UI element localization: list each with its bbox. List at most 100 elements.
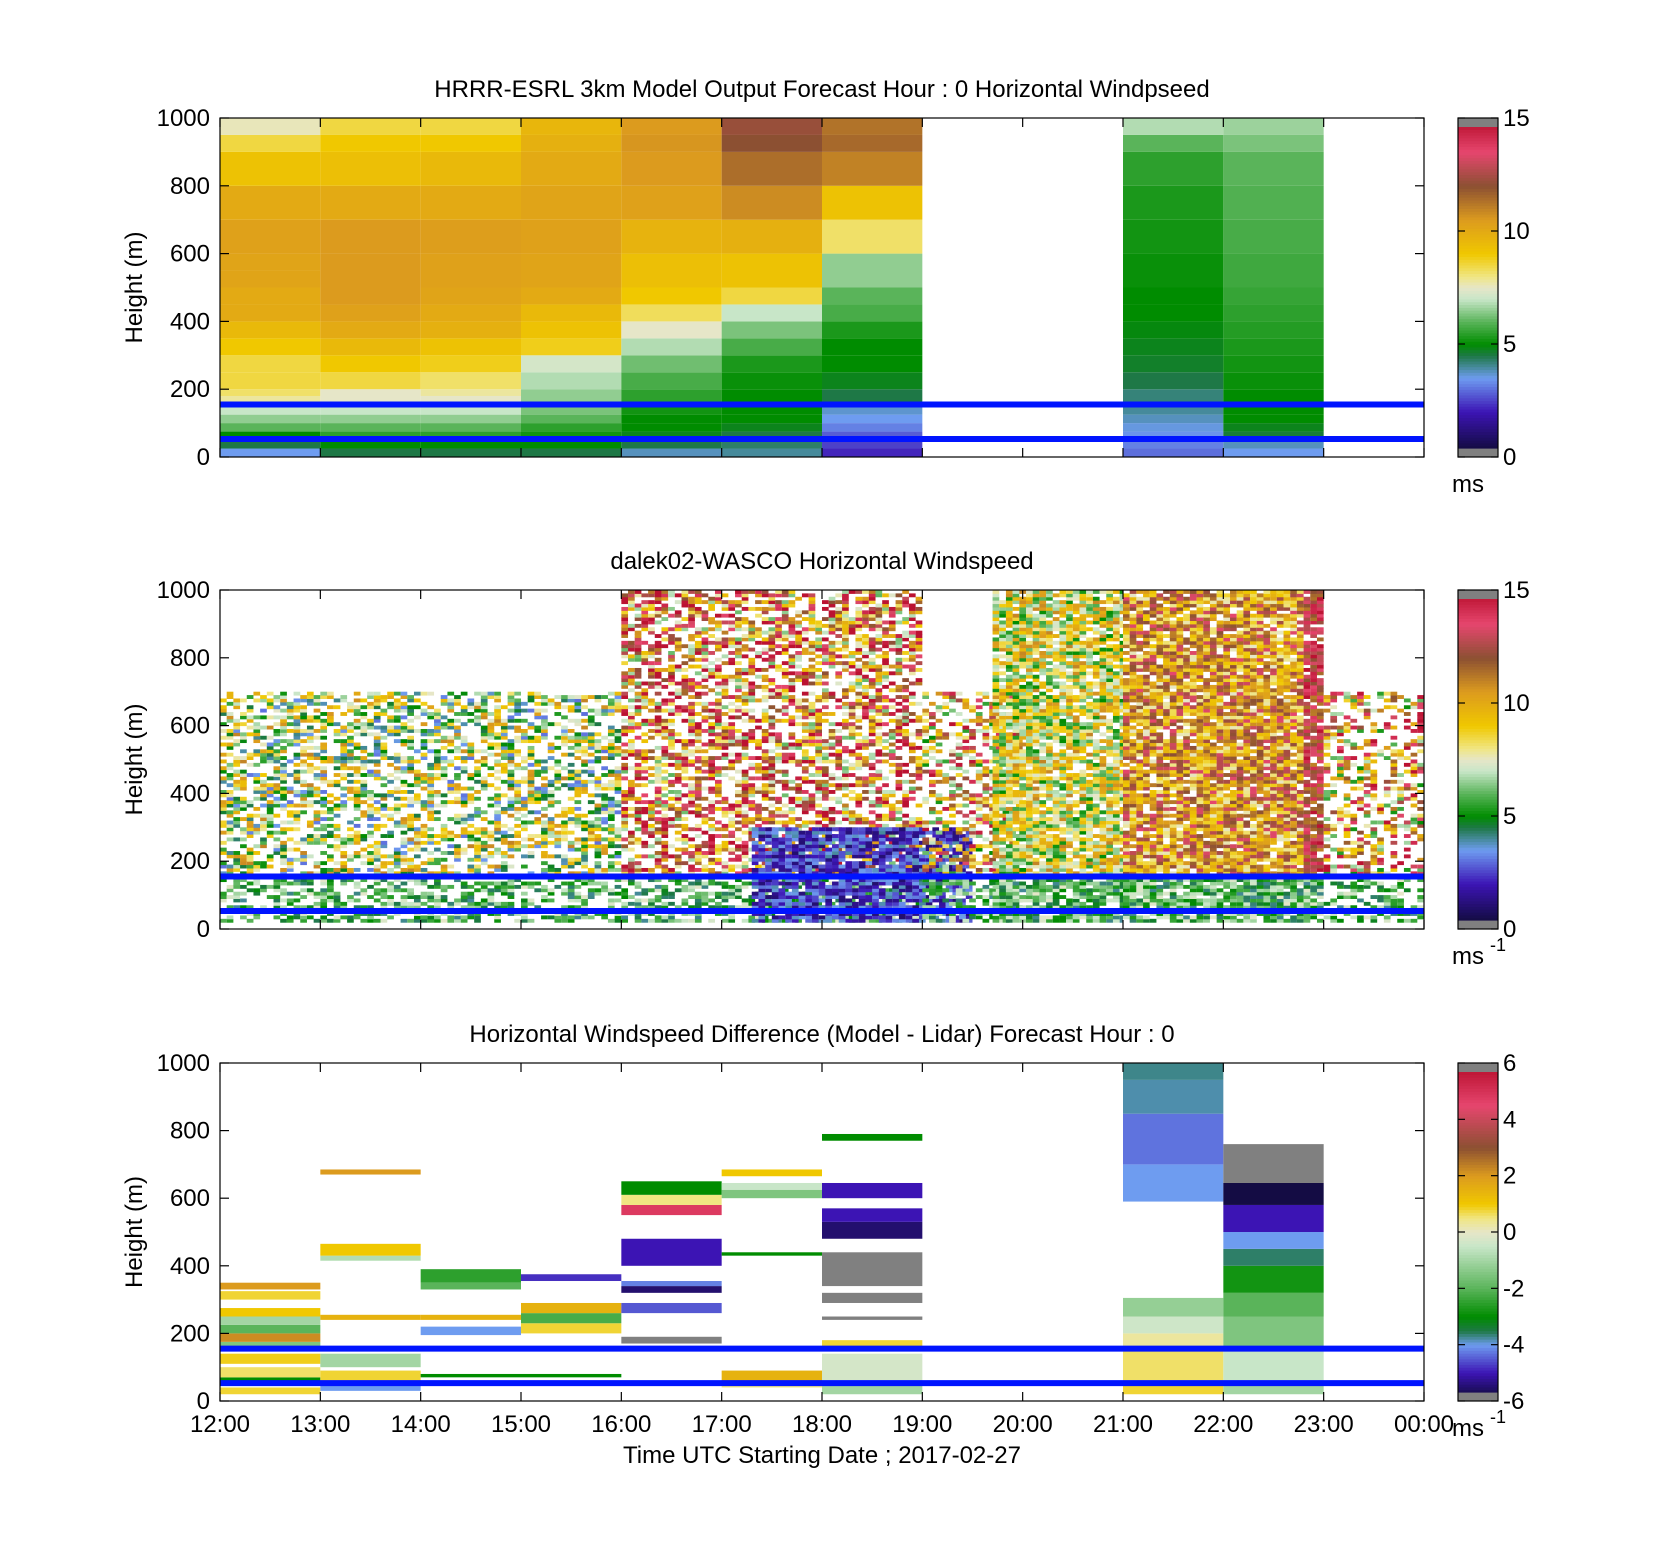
lidar-cell <box>601 766 608 771</box>
lidar-cell <box>454 857 461 862</box>
lidar-cell <box>253 779 261 784</box>
lidar-cell <box>447 800 455 805</box>
lidar-cell <box>668 691 675 696</box>
lidar-cell <box>708 600 715 605</box>
lidar-cell <box>380 806 388 811</box>
lidar-cell <box>413 837 421 842</box>
lidar-cell <box>648 708 655 713</box>
lidar-cell <box>353 837 361 842</box>
lidar-cell <box>735 837 742 842</box>
lidar-cell <box>654 725 662 730</box>
lidar-cell <box>507 715 515 720</box>
lidar-cell <box>868 684 876 689</box>
heatmap-cell <box>420 423 521 432</box>
lidar-cell <box>708 857 715 862</box>
lidar-cell <box>521 803 528 808</box>
lidar-cell <box>320 742 328 747</box>
lidar-cell <box>280 840 287 845</box>
lidar-cell <box>507 695 515 699</box>
lidar-cell <box>581 749 588 754</box>
lidar-cell <box>795 715 802 720</box>
lidar-cell <box>701 756 709 760</box>
lidar-cell <box>815 661 822 666</box>
lidar-cell <box>721 871 729 876</box>
lidar-cell <box>882 630 889 635</box>
lidar-cell <box>240 898 247 903</box>
lidar-cell <box>320 823 328 828</box>
heatmap-cell <box>1123 219 1224 254</box>
lidar-cell <box>714 739 722 744</box>
lidar-cell <box>601 881 608 886</box>
heatmap-cell <box>521 406 622 415</box>
lidar-cell <box>681 684 689 689</box>
colorbar-swatch <box>1458 231 1498 235</box>
lidar-cell <box>868 617 876 622</box>
lidar-cell <box>701 864 709 869</box>
lidar-cell <box>714 681 722 686</box>
lidar-cell <box>688 742 695 747</box>
lidar-cell <box>628 590 635 594</box>
lidar-cell <box>721 606 729 611</box>
lidar-cell <box>755 745 762 750</box>
lidar-cell <box>427 884 435 889</box>
lidar-cell <box>868 742 876 747</box>
lidar-cell <box>353 756 361 760</box>
lidar-cell <box>654 610 662 615</box>
lidar-cell <box>594 864 602 869</box>
lidar-cell <box>293 718 301 723</box>
lidar-cell <box>266 745 274 750</box>
lidar-cell <box>875 695 883 699</box>
lidar-cell <box>842 695 849 699</box>
lidar-cell <box>768 776 776 781</box>
lidar-cell <box>280 857 287 862</box>
lidar-cell <box>862 857 869 862</box>
lidar-cell <box>768 661 776 666</box>
lidar-cell <box>487 732 495 737</box>
lidar-cell <box>628 722 635 727</box>
lidar-cell <box>434 895 441 899</box>
lidar-cell <box>868 596 876 601</box>
lidar-cell <box>795 786 802 791</box>
lidar-cell <box>634 905 642 910</box>
lidar-cell <box>614 891 622 896</box>
lidar-cell <box>413 691 421 696</box>
lidar-cell <box>875 823 883 828</box>
lidar-cell <box>280 803 287 808</box>
lidar-cell <box>246 851 254 855</box>
lidar-cell <box>755 698 762 703</box>
lidar-cell <box>474 827 481 832</box>
lidar-cell <box>246 800 254 805</box>
lidar-cell <box>474 918 481 923</box>
lidar-cell <box>822 688 829 693</box>
lidar-cell <box>327 844 334 849</box>
lidar-cell <box>868 823 876 828</box>
lidar-cell <box>233 881 241 886</box>
lidar-cell <box>347 766 354 771</box>
lidar-cell <box>400 756 408 760</box>
lidar-cell <box>728 851 736 855</box>
heatmap-cell <box>521 448 622 457</box>
lidar-cell <box>808 739 816 744</box>
lidar-cell <box>487 796 495 801</box>
lidar-cell <box>868 606 876 611</box>
lidar-cell <box>654 715 662 720</box>
lidar-cell <box>487 881 495 886</box>
heatmap-cell <box>621 151 722 186</box>
lidar-cell <box>654 864 662 869</box>
lidar-cell <box>327 810 334 815</box>
lidar-cell <box>848 796 856 801</box>
lidar-cell <box>714 590 722 594</box>
lidar-cell <box>688 600 695 605</box>
lidar-cell <box>728 678 736 683</box>
lidar-cell <box>714 756 722 760</box>
lidar-cell <box>561 857 568 862</box>
lidar-cell <box>634 884 642 889</box>
lidar-cell <box>434 725 441 730</box>
lidar-cell <box>293 756 301 760</box>
lidar-cell <box>755 600 762 605</box>
lidar-cell <box>387 901 394 906</box>
lidar-cell <box>875 722 883 727</box>
lidar-cell <box>306 783 314 788</box>
lidar-cell <box>855 715 863 720</box>
